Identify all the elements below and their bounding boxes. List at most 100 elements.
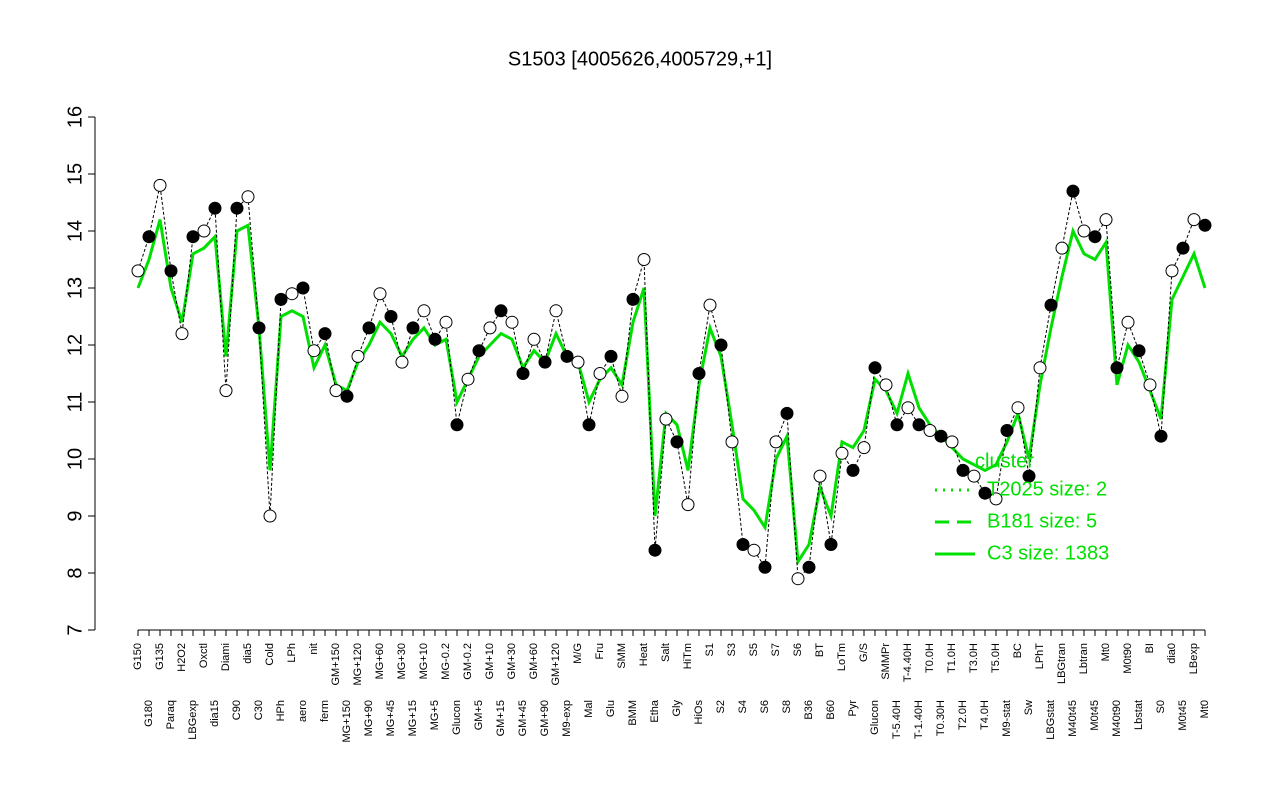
x-tick-label: Mt0 — [1100, 643, 1112, 661]
x-tick-label: LBGtran — [1056, 643, 1068, 684]
x-tick-label: GM-0.2 — [462, 643, 474, 680]
data-point — [1154, 429, 1168, 443]
data-point — [725, 435, 739, 449]
x-tick-label: M9-stat — [1001, 700, 1013, 737]
y-tick-label: 14 — [64, 220, 86, 242]
legend-label: B181 size: 5 — [987, 510, 1097, 532]
x-tick-label: T0.0H — [924, 643, 936, 673]
data-point — [263, 509, 277, 523]
x-tick-label: BC — [1012, 643, 1024, 658]
data-point — [582, 418, 596, 432]
data-point — [868, 361, 882, 375]
data-point — [813, 469, 827, 483]
data-point — [637, 253, 651, 266]
x-tick-label: LPh — [286, 643, 298, 663]
x-tick-label: T-4.40H — [902, 643, 914, 682]
data-point — [516, 367, 530, 380]
data-point — [1011, 401, 1025, 415]
x-tick-label: G180 — [143, 700, 155, 727]
data-point — [615, 389, 629, 403]
data-point — [1066, 184, 1080, 198]
x-tick-label: GM+90 — [539, 700, 551, 736]
data-point — [736, 538, 750, 551]
x-tick-label: Gly — [671, 700, 683, 717]
x-tick-label: SMM — [616, 643, 628, 669]
data-point — [428, 332, 442, 346]
data-point — [571, 355, 585, 369]
x-tick-label: T3.0H — [968, 643, 980, 673]
x-tick-label: M0t90 — [1122, 643, 1134, 674]
data-point — [241, 190, 255, 204]
data-point — [1121, 315, 1135, 329]
data-point — [912, 418, 926, 432]
x-tick-label: G135 — [154, 643, 166, 670]
x-tick-label: G150 — [132, 643, 144, 670]
data-point — [769, 435, 783, 449]
x-tick-label: T0.30H — [935, 700, 947, 736]
x-tick-label: MG+10 — [418, 643, 430, 679]
data-point — [989, 492, 1003, 506]
data-point — [1132, 344, 1146, 358]
data-point — [593, 367, 607, 380]
data-point — [175, 327, 189, 341]
x-tick-label: LBGexp — [187, 700, 199, 740]
x-tick-label: C30 — [253, 700, 265, 720]
data-point — [945, 435, 959, 449]
data-point — [835, 446, 849, 460]
y-tick-label: 7 — [64, 624, 86, 635]
x-tick-label: S4 — [737, 700, 749, 713]
x-tick-label: M9-exp — [561, 700, 573, 737]
data-point — [1187, 213, 1201, 227]
x-tick-label: MG+90 — [363, 700, 375, 736]
data-point — [373, 287, 387, 301]
x-tick-label: MG+150 — [341, 700, 353, 743]
x-tick-label: Lbtran — [1078, 643, 1090, 674]
data-point — [692, 367, 706, 380]
y-tick-label: 12 — [64, 334, 86, 356]
data-point — [362, 321, 376, 335]
y-tick-label: 11 — [64, 392, 86, 413]
data-point — [1143, 378, 1157, 392]
data-point — [758, 560, 772, 574]
data-point — [604, 349, 618, 363]
data-point — [340, 389, 354, 403]
data-point — [142, 230, 156, 244]
x-tick-label: M40t90 — [1111, 700, 1123, 737]
x-tick-label: Mt0 — [1199, 700, 1211, 718]
x-tick-label: M0t45 — [1177, 700, 1189, 731]
legend-title: cluster — [975, 450, 1034, 472]
x-tick-label: MG+120 — [352, 643, 364, 686]
data-point — [1022, 469, 1036, 483]
data-point — [681, 498, 695, 512]
data-point — [307, 344, 321, 358]
x-tick-label: HiTm — [682, 643, 694, 669]
data-point — [802, 560, 816, 574]
x-tick-label: Glu — [605, 700, 617, 717]
data-point — [285, 287, 299, 301]
x-tick-label: aero — [297, 700, 309, 722]
data-point — [153, 178, 167, 192]
x-tick-label: GM+30 — [506, 643, 518, 679]
data-point — [659, 412, 673, 426]
data-point — [791, 572, 805, 586]
data-point — [494, 304, 508, 318]
x-tick-label: GM+120 — [550, 643, 562, 686]
x-tick-label: Salt — [660, 643, 672, 662]
x-tick-label: T-1.40H — [913, 700, 925, 739]
data-point — [186, 230, 200, 244]
x-tick-label: Pyr — [847, 700, 859, 717]
data-point — [846, 463, 860, 477]
x-tick-label: C90 — [231, 700, 243, 720]
x-tick-label: GM+45 — [517, 700, 529, 736]
data-point — [626, 292, 640, 306]
x-tick-label: HPh — [275, 700, 287, 721]
x-tick-label: S6 — [759, 700, 771, 713]
x-tick-label: Oxctl — [198, 643, 210, 668]
x-tick-label: BMM — [627, 700, 639, 726]
x-tick-label: S1 — [704, 643, 716, 656]
x-tick-label: GM+10 — [484, 643, 496, 679]
data-point — [879, 378, 893, 392]
x-tick-label: MG+5 — [429, 700, 441, 730]
data-point — [1044, 298, 1058, 312]
data-point — [747, 543, 761, 557]
